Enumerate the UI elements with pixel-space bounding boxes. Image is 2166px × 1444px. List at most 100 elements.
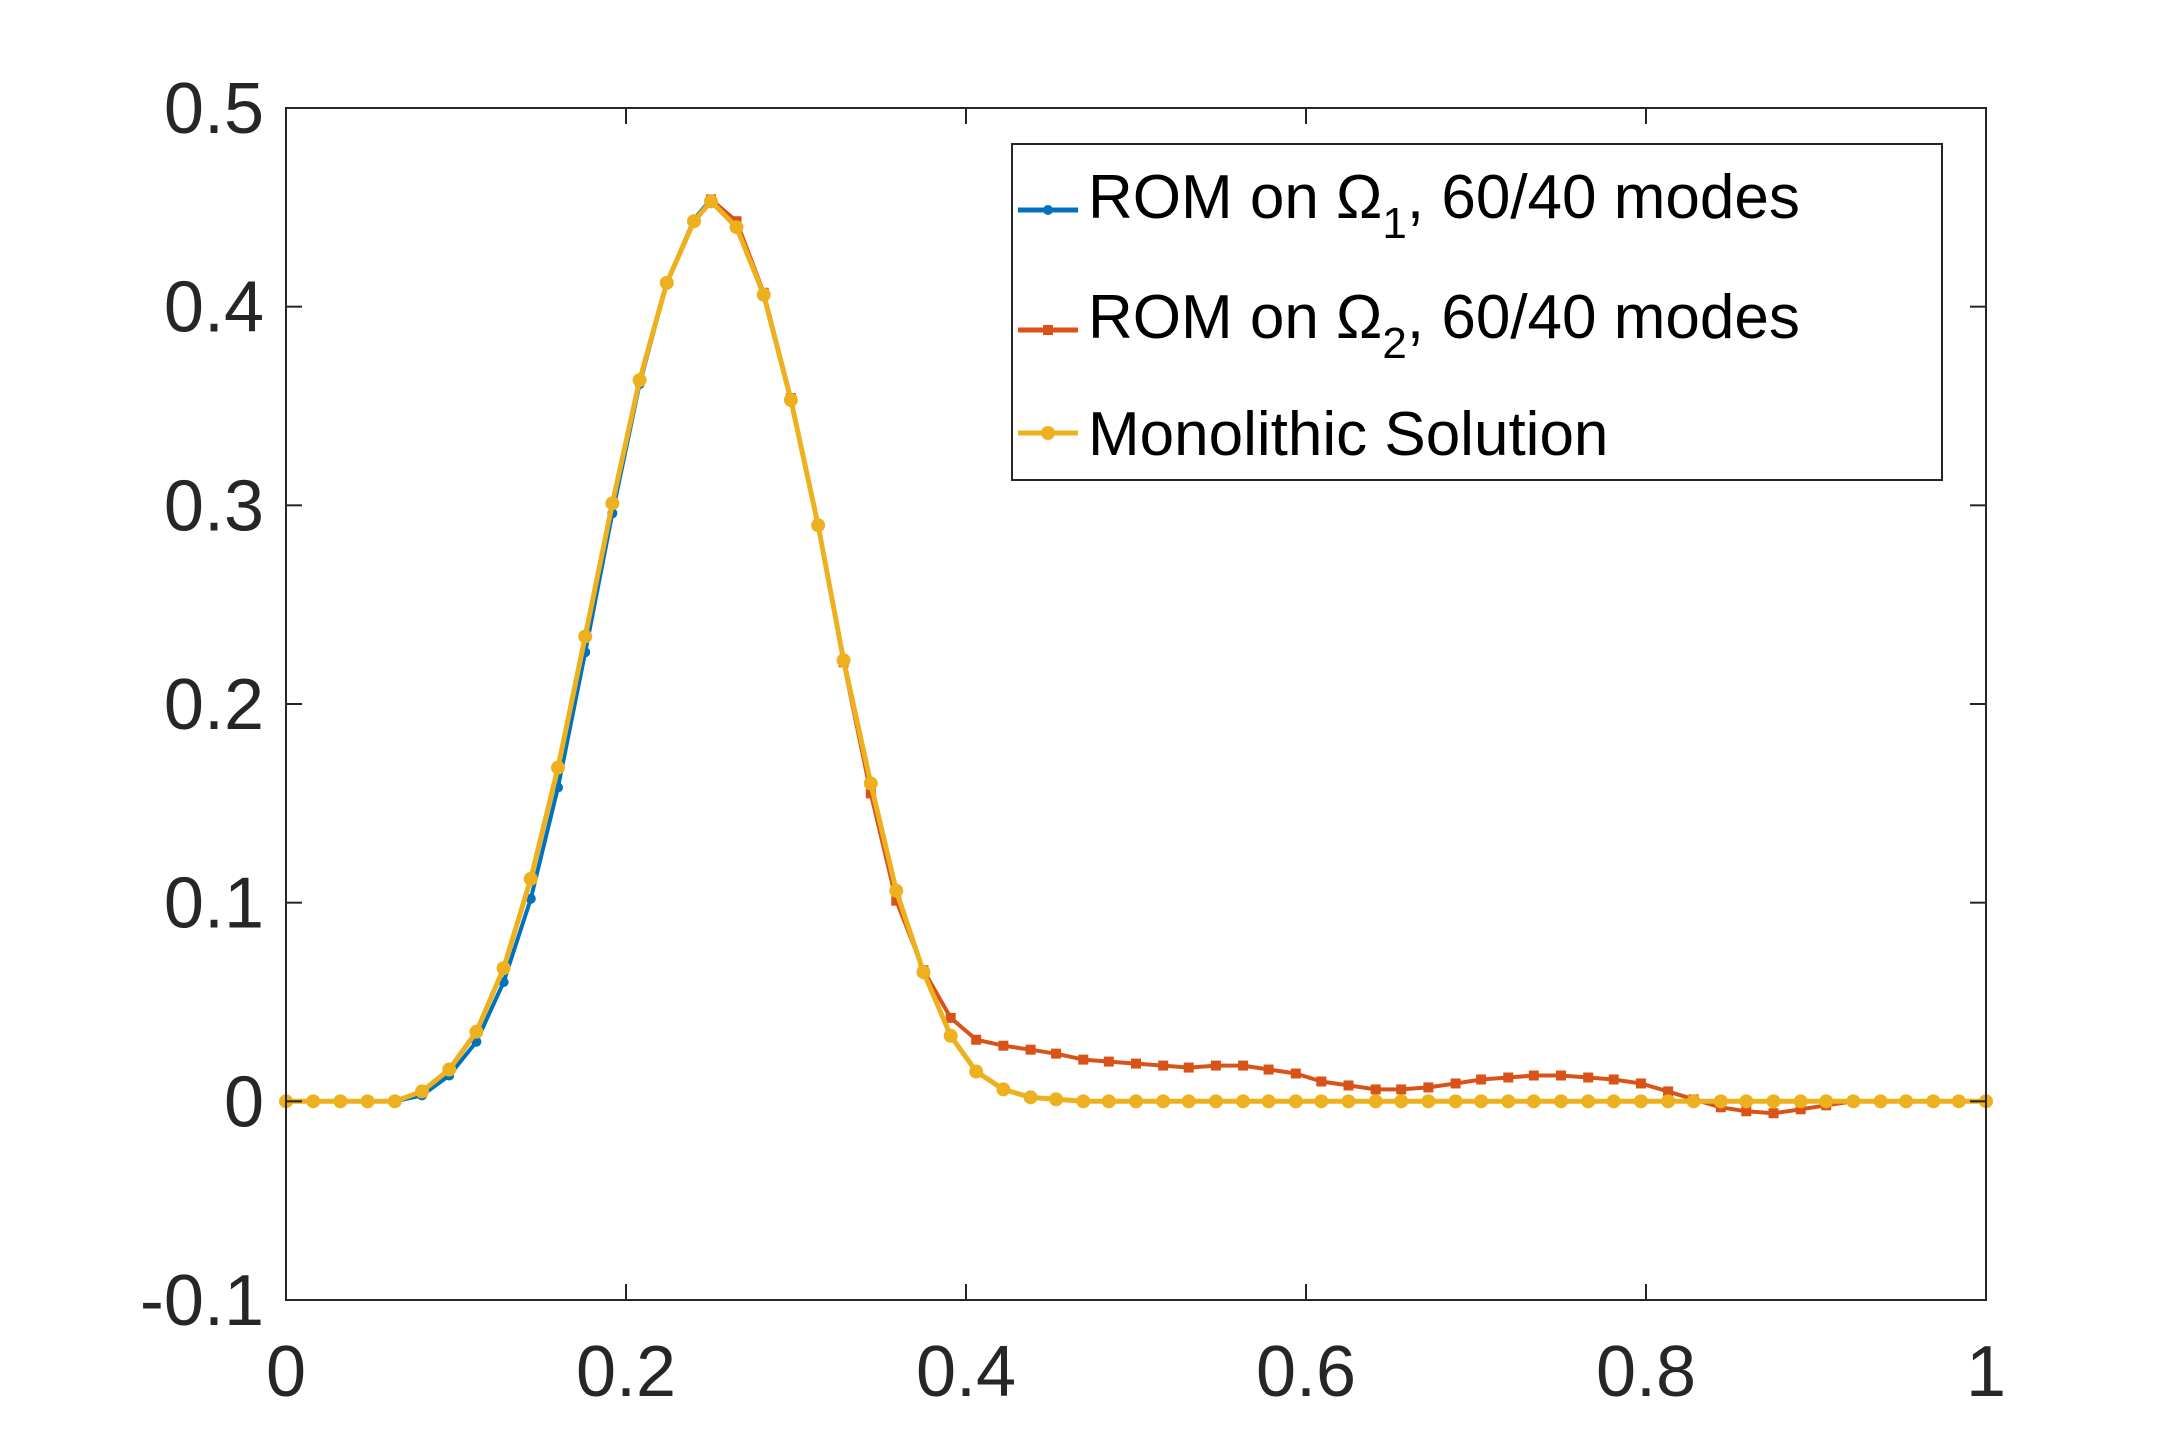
data-point-mono xyxy=(1156,1094,1171,1109)
data-point-mono xyxy=(1686,1094,1701,1109)
y-tick-label: 0.3 xyxy=(164,466,264,546)
data-point-mono xyxy=(1873,1094,1888,1109)
data-point-rom2 xyxy=(1768,1108,1779,1119)
data-point-mono xyxy=(496,961,511,976)
legend-label-rom2-sub: 2 xyxy=(1382,319,1406,368)
axes: 0 0.2 0.4 0.6 0.8 1-0.100.10.20.30.40.5 xyxy=(140,69,2006,1412)
data-point-rom2 xyxy=(1131,1058,1141,1069)
legend-label-mono: Monolithic Solution xyxy=(1088,400,1608,469)
legend-entry-rom2: ROM on Ω2, 60/40 modes xyxy=(1018,283,1800,368)
data-point-mono xyxy=(306,1094,321,1109)
data-point-rom2 xyxy=(1290,1068,1301,1079)
data-point-mono xyxy=(1314,1094,1329,1109)
legend-entry-rom1: ROM on Ω1, 60/40 modes xyxy=(1018,163,1800,248)
data-point-mono xyxy=(863,776,878,791)
data-point-mono xyxy=(1661,1094,1676,1109)
data-point-rom2 xyxy=(1476,1074,1487,1085)
x-tick-label: 0.6 xyxy=(1256,1332,1356,1412)
legend-marker-rom2 xyxy=(1043,325,1053,335)
data-point-rom2 xyxy=(1396,1084,1407,1095)
data-point-mono xyxy=(1846,1094,1861,1109)
data-point-mono xyxy=(1581,1094,1596,1109)
data-point-mono xyxy=(836,653,851,668)
data-point-mono xyxy=(704,194,718,209)
data-point-rom2 xyxy=(1158,1060,1169,1071)
data-point-rom2 xyxy=(1051,1048,1062,1059)
data-point-mono xyxy=(943,1028,958,1043)
data-point-mono xyxy=(1766,1094,1781,1109)
data-point-mono xyxy=(387,1094,402,1109)
data-point-rom2 xyxy=(891,895,902,906)
data-point-mono xyxy=(756,287,771,302)
x-tick-label: 0 xyxy=(266,1332,306,1412)
data-point-mono xyxy=(1448,1094,1463,1109)
data-point-rom2 xyxy=(971,1034,982,1045)
data-point-mono xyxy=(916,965,931,980)
data-point-mono xyxy=(729,220,744,235)
legend-marker-rom1 xyxy=(1043,205,1053,215)
data-point-mono xyxy=(1129,1094,1143,1109)
data-point-mono xyxy=(632,373,647,388)
data-point-mono xyxy=(1288,1094,1303,1109)
data-point-mono xyxy=(1526,1094,1541,1109)
data-point-rom2 xyxy=(1503,1072,1514,1083)
data-point-mono xyxy=(1819,1094,1834,1109)
legend-label-rom1-rest: , 60/40 modes xyxy=(1407,163,1800,232)
data-point-mono xyxy=(442,1062,457,1077)
data-point-mono xyxy=(605,496,620,511)
data-point-mono xyxy=(1951,1094,1966,1109)
y-tick-label: -0.1 xyxy=(140,1261,264,1341)
x-tick-label: 0.8 xyxy=(1596,1332,1696,1412)
data-point-mono xyxy=(996,1082,1011,1097)
data-point-rom2 xyxy=(1370,1084,1381,1095)
data-point-rom2 xyxy=(998,1040,1009,1051)
data-point-mono xyxy=(1421,1094,1436,1109)
data-point-mono xyxy=(889,883,904,898)
data-point-mono xyxy=(1554,1094,1568,1109)
data-point-mono xyxy=(1739,1094,1754,1109)
data-point-mono xyxy=(659,275,674,290)
data-point-rom2 xyxy=(1528,1070,1539,1081)
data-point-mono xyxy=(333,1094,348,1109)
data-point-mono xyxy=(1076,1094,1091,1109)
data-point-mono xyxy=(1793,1094,1808,1109)
data-point-mono xyxy=(551,760,565,775)
data-point-mono xyxy=(1606,1094,1621,1109)
data-point-mono xyxy=(1261,1094,1276,1109)
data-point-rom2 xyxy=(1608,1074,1619,1085)
data-point-mono xyxy=(811,518,826,533)
data-point-mono xyxy=(523,871,538,886)
data-point-rom2 xyxy=(1263,1064,1274,1075)
data-point-mono xyxy=(1394,1094,1409,1109)
data-point-rom2 xyxy=(1343,1080,1354,1091)
legend-label-rom1-sub: 1 xyxy=(1382,199,1406,248)
data-point-mono xyxy=(1236,1094,1251,1109)
data-point-mono xyxy=(415,1084,429,1099)
y-tick-label: 0.4 xyxy=(164,268,264,348)
data-point-mono xyxy=(1023,1090,1038,1105)
data-point-mono xyxy=(469,1024,484,1039)
data-point-rom2 xyxy=(1025,1044,1036,1055)
legend-marker-mono xyxy=(1041,426,1055,440)
data-point-mono xyxy=(1899,1094,1914,1109)
data-point-rom2 xyxy=(1238,1060,1249,1071)
data-point-rom2 xyxy=(945,1012,956,1023)
data-point-mono xyxy=(578,629,593,644)
data-point-rom2 xyxy=(1556,1070,1566,1081)
data-point-mono xyxy=(783,393,798,408)
legend: ROM on Ω1, 60/40 modes ROM on Ω2, 60/40 … xyxy=(1011,143,1943,481)
data-point-mono xyxy=(1368,1094,1383,1109)
data-point-rom2 xyxy=(1450,1078,1461,1089)
data-point-mono xyxy=(1501,1094,1516,1109)
legend-entry-mono: Monolithic Solution xyxy=(1018,400,1608,469)
data-point-rom2 xyxy=(1635,1078,1646,1089)
data-point-rom2 xyxy=(1663,1086,1674,1097)
legend-label-rom1-main: ROM on Ω xyxy=(1088,163,1382,232)
series-layer xyxy=(279,194,1993,1119)
data-point-rom2 xyxy=(1103,1056,1114,1067)
x-tick-label: 1 xyxy=(1966,1332,2006,1412)
legend-label-rom1: ROM on Ω1, 60/40 modes xyxy=(1088,163,1800,248)
legend-label-rom2: ROM on Ω2, 60/40 modes xyxy=(1088,283,1800,368)
data-point-mono xyxy=(969,1064,984,1079)
data-point-mono xyxy=(1208,1094,1223,1109)
